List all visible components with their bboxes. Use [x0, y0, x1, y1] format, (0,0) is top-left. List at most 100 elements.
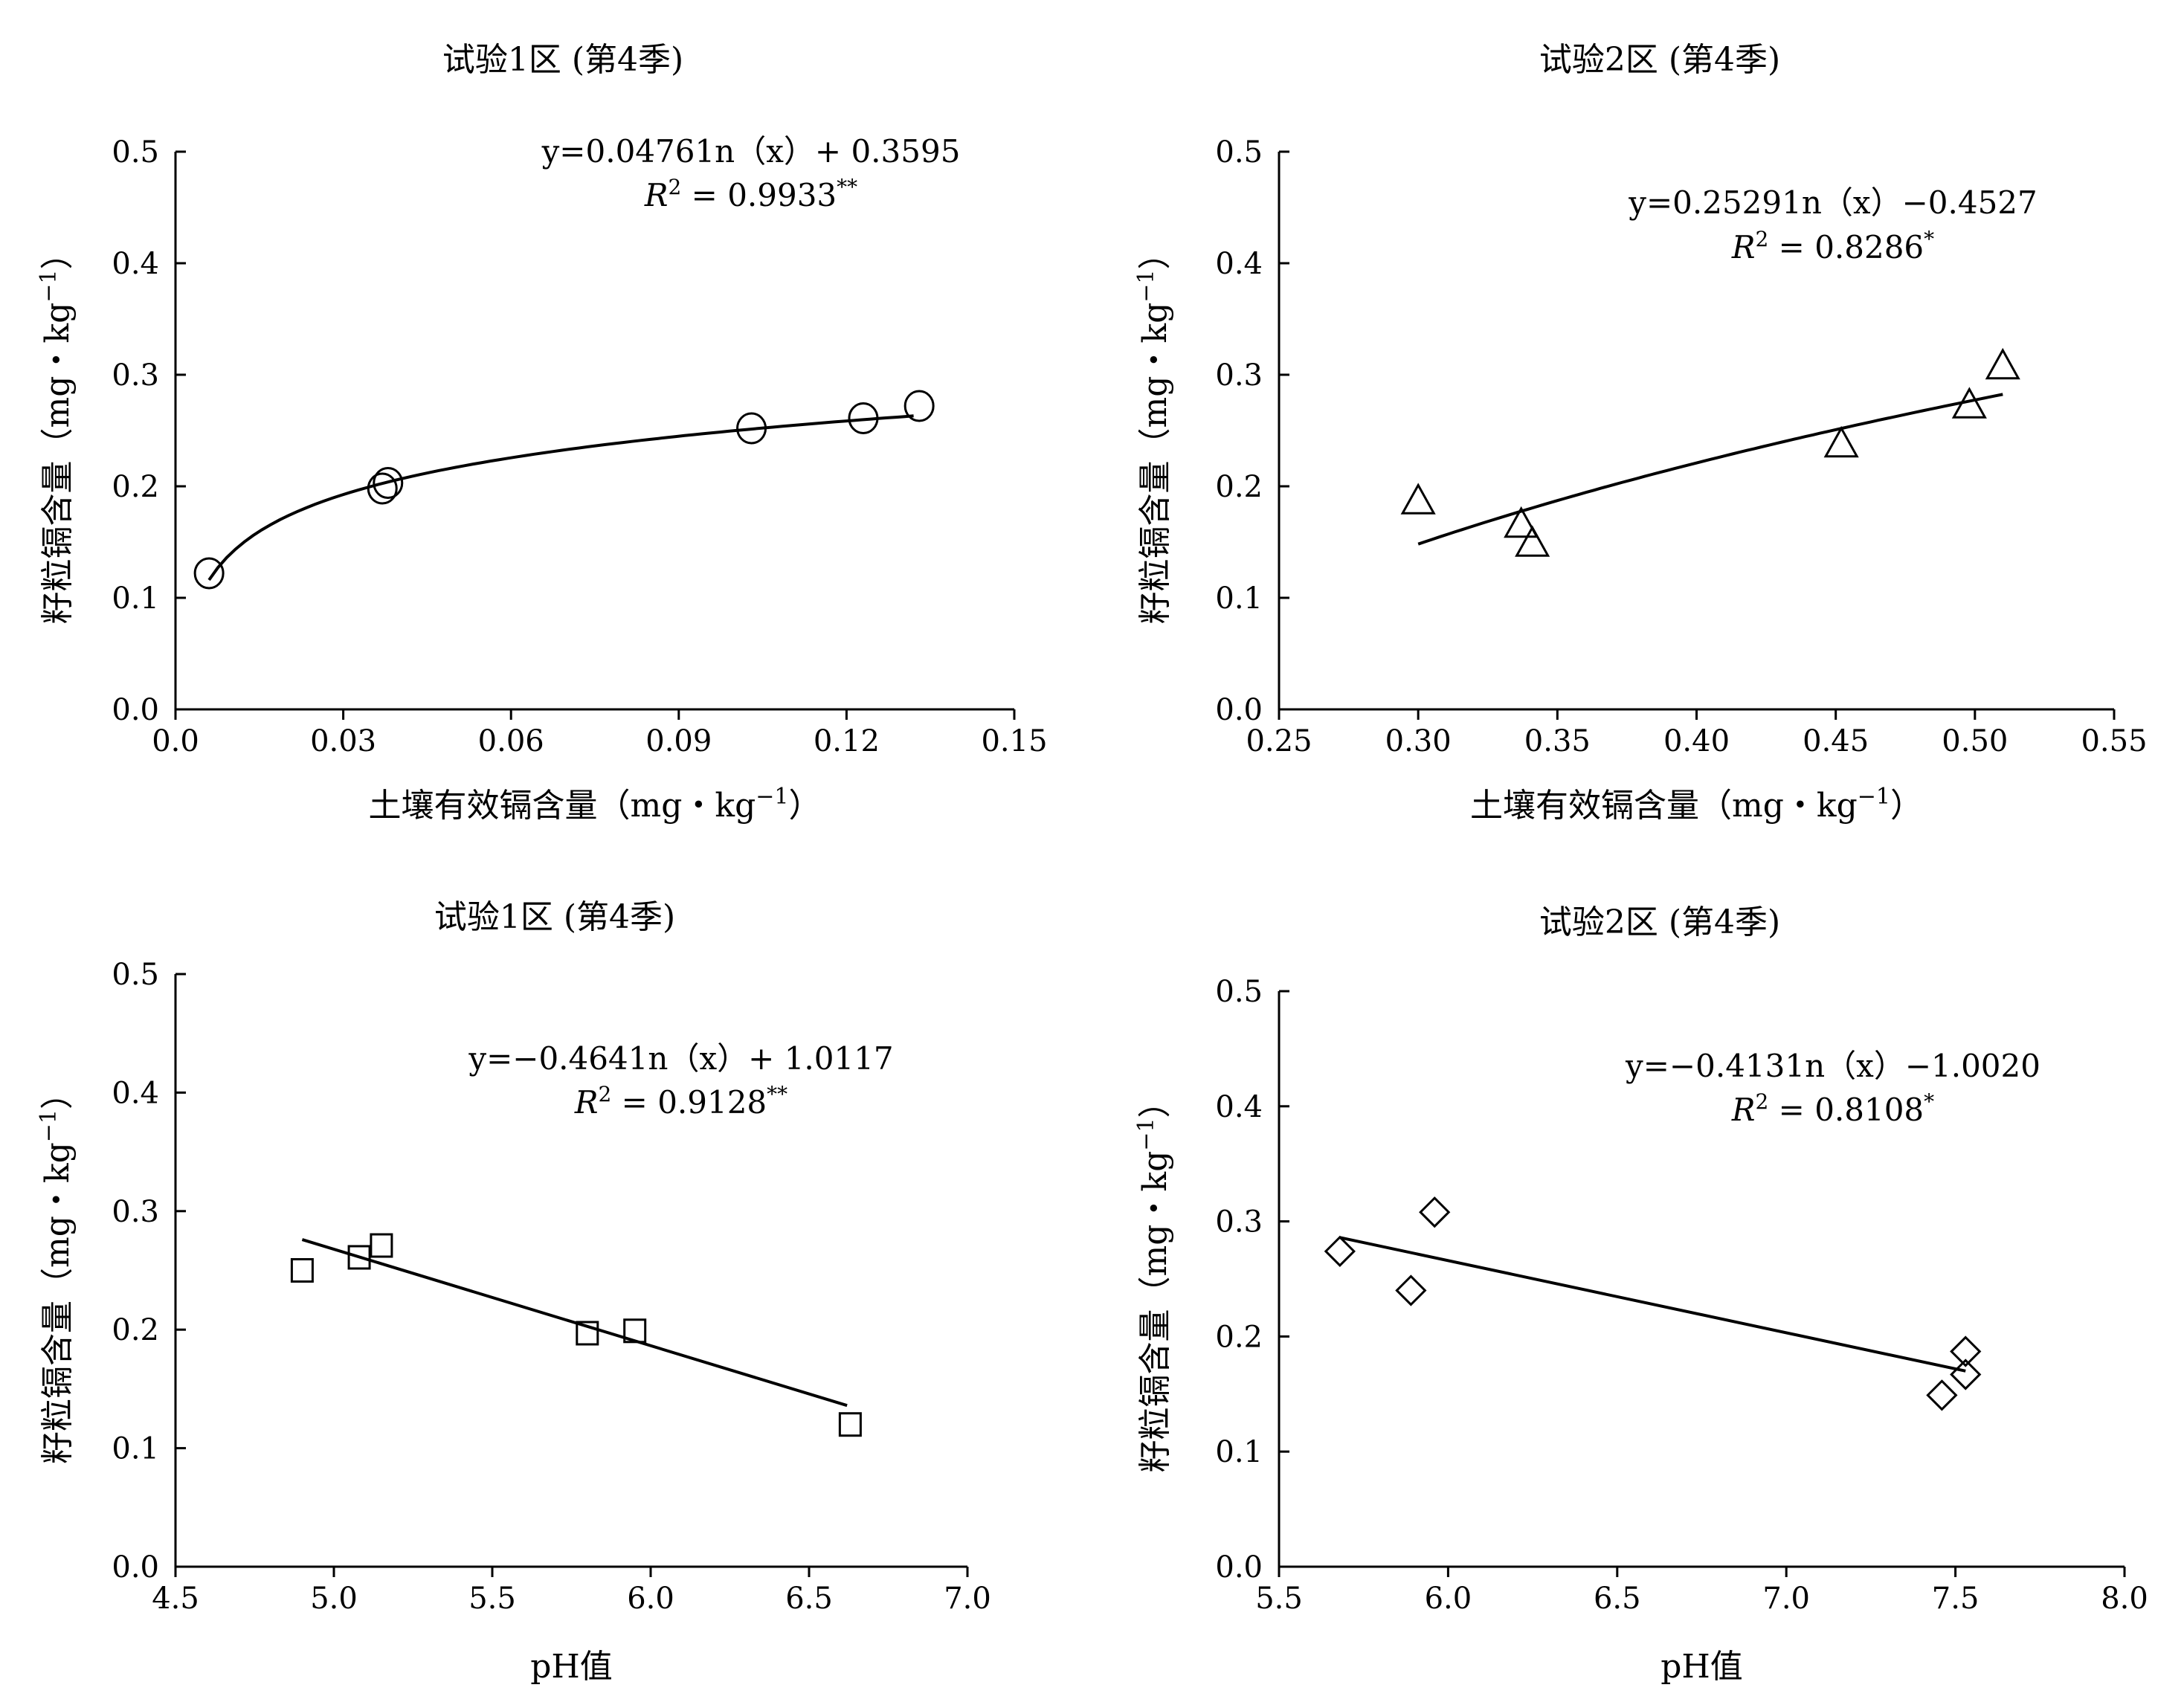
- data-point: [1504, 506, 1539, 538]
- data-point: [1395, 1274, 1427, 1306]
- x-tick-label: 7.0: [1762, 1582, 1810, 1616]
- x-tick-label: 5.0: [310, 1582, 358, 1616]
- y-tick-label: 0.3: [112, 1195, 159, 1229]
- data-point: [367, 472, 398, 505]
- x-tick-label: 7.0: [944, 1582, 991, 1616]
- y-tick-label: 0.5: [112, 958, 159, 992]
- x-tick-label: 0.30: [1385, 724, 1452, 758]
- r-squared-value: = 0.8286: [1768, 229, 1924, 265]
- y-tick-label: 0.1: [1215, 1435, 1263, 1469]
- data-point: [347, 1245, 371, 1270]
- r-squared: R2 = 0.8108*: [1731, 1089, 1934, 1129]
- x-tick-label: 5.5: [468, 1582, 516, 1616]
- x-axis-label: pH值: [1660, 1648, 1743, 1686]
- y-tick-label: 0.5: [112, 135, 159, 170]
- x-tick-label: 0.0: [152, 724, 199, 758]
- x-tick-label: 0.50: [1942, 724, 2008, 758]
- chart-panel-1: 试验1区 (第4季) 0.0 0.1 0.2 0.3 0.4 0.5 0.0 0.03 0.06 0…: [36, 41, 1048, 825]
- y-tick-label: 0.4: [112, 1076, 159, 1110]
- significance-mark: *: [1924, 1089, 1934, 1114]
- x-tick-label: 4.5: [152, 1582, 199, 1616]
- r-squared: R2 = 0.9933**: [644, 175, 857, 214]
- x-tick-label: 6.0: [627, 1582, 674, 1616]
- data-point: [1926, 1379, 1958, 1411]
- regression-equation: y=−0.4641n（x）+ 1.0117: [468, 1040, 893, 1077]
- data-point: [1419, 1196, 1451, 1228]
- chart-panel-4: 试验2区 (第4季) 0.0 0.1 0.2 0.3 0.4 0.5 5.5 6.0 6.5 7.0…: [1133, 903, 2148, 1686]
- y-tick-label: 0.5: [1215, 975, 1263, 1009]
- y-tick-label: 0.4: [112, 247, 159, 281]
- data-point: [623, 1318, 647, 1344]
- chart-title: 试验2区 (第4季): [1539, 903, 1780, 941]
- significance-mark: **: [837, 175, 857, 199]
- x-axis-label: 土壤有效镉含量（mg・kg−1）: [1470, 784, 1923, 825]
- y-tick-label: 0.3: [1215, 1205, 1263, 1240]
- x-tick-label: 0.09: [645, 724, 712, 758]
- y-tick-label: 0.4: [1215, 247, 1263, 281]
- y-tick-label: 0.0: [1215, 693, 1263, 727]
- x-tick-label: 0.03: [310, 724, 376, 758]
- r-squared-value: = 0.9933: [681, 177, 837, 213]
- significance-mark: **: [767, 1082, 787, 1106]
- regression-line: [301, 1238, 848, 1408]
- data-point: [290, 1258, 314, 1283]
- data-point: [736, 412, 767, 445]
- data-point: [373, 467, 404, 499]
- chart-title: 试验1区 (第4季): [434, 898, 675, 936]
- x-tick-label: 6.0: [1425, 1582, 1472, 1616]
- data-point: [1985, 347, 2020, 380]
- x-tick-label: 0.40: [1663, 724, 1730, 758]
- y-tick-label: 0.3: [1215, 358, 1263, 393]
- x-axis-label: 土壤有效镉含量（mg・kg−1）: [369, 784, 822, 825]
- regression-line: [1339, 1236, 1966, 1373]
- y-tick-label: 0.0: [1215, 1550, 1263, 1585]
- y-axis-label: 籽粒镉含量（mg・kg−1）: [1133, 1086, 1175, 1473]
- y-tick-label: 0.1: [112, 1432, 159, 1466]
- data-point: [370, 1233, 393, 1258]
- chart-title: 试验1区 (第4季): [442, 41, 683, 79]
- x-tick-label: 0.35: [1524, 724, 1591, 758]
- x-tick-label: 0.15: [981, 724, 1047, 758]
- y-tick-label: 0.0: [112, 1550, 159, 1585]
- data-point: [576, 1321, 599, 1346]
- y-tick-label: 0.5: [1215, 135, 1263, 170]
- y-tick-label: 0.1: [112, 581, 159, 616]
- chart-panel-3: 试验1区 (第4季) 0.0 0.1 0.2 0.3 0.4 0.5 4.5 5.0 5.5 6.0…: [36, 898, 991, 1686]
- data-point: [1400, 483, 1436, 515]
- x-tick-label: 0.12: [814, 724, 880, 758]
- data-point: [1950, 1358, 1982, 1390]
- y-tick-label: 0.1: [1215, 581, 1263, 616]
- y-axis-label: 籽粒镉含量（mg・kg−1）: [1133, 237, 1175, 625]
- y-tick-label: 0.2: [1215, 470, 1263, 504]
- y-tick-label: 0.2: [1215, 1320, 1263, 1354]
- y-tick-label: 0.0: [112, 693, 159, 727]
- x-tick-label: 0.06: [478, 724, 544, 758]
- y-tick-label: 0.4: [1215, 1090, 1263, 1124]
- x-tick-label: 0.55: [2081, 724, 2147, 758]
- x-tick-label: 0.45: [1803, 724, 1869, 758]
- y-tick-label: 0.2: [112, 1313, 159, 1347]
- chart-panel-2: 试验2区 (第4季) 0.0 0.1 0.2 0.3 0.4 0.5 0.25 0.30 0.35…: [1133, 41, 2148, 825]
- x-tick-label: 7.5: [1932, 1582, 1980, 1616]
- regression-equation: y=−0.4131n（x）−1.0020: [1625, 1048, 2040, 1084]
- regression-line: [1417, 393, 2003, 546]
- x-tick-label: 5.5: [1255, 1582, 1303, 1616]
- r-squared: R2 = 0.9128**: [574, 1082, 787, 1121]
- data-point: [1823, 425, 1859, 458]
- data-point: [903, 390, 935, 422]
- y-axis-label: 籽粒镉含量（mg・kg−1）: [36, 237, 77, 625]
- x-tick-label: 0.25: [1246, 724, 1312, 758]
- regression-equation: y=0.04761n（x）+ 0.3595: [541, 133, 961, 170]
- data-point: [1950, 1335, 1982, 1367]
- x-tick-label: 6.5: [785, 1582, 833, 1616]
- x-tick-label: 8.0: [2101, 1582, 2148, 1616]
- data-point: [1515, 525, 1550, 557]
- regression-line: [207, 414, 914, 581]
- r-squared-value: = 0.9128: [611, 1084, 767, 1121]
- x-axis-label: pH值: [530, 1648, 613, 1686]
- y-tick-label: 0.3: [112, 358, 159, 393]
- data-point: [1951, 387, 1987, 419]
- r-squared: R2 = 0.8286*: [1731, 227, 1934, 266]
- y-tick-label: 0.2: [112, 470, 159, 504]
